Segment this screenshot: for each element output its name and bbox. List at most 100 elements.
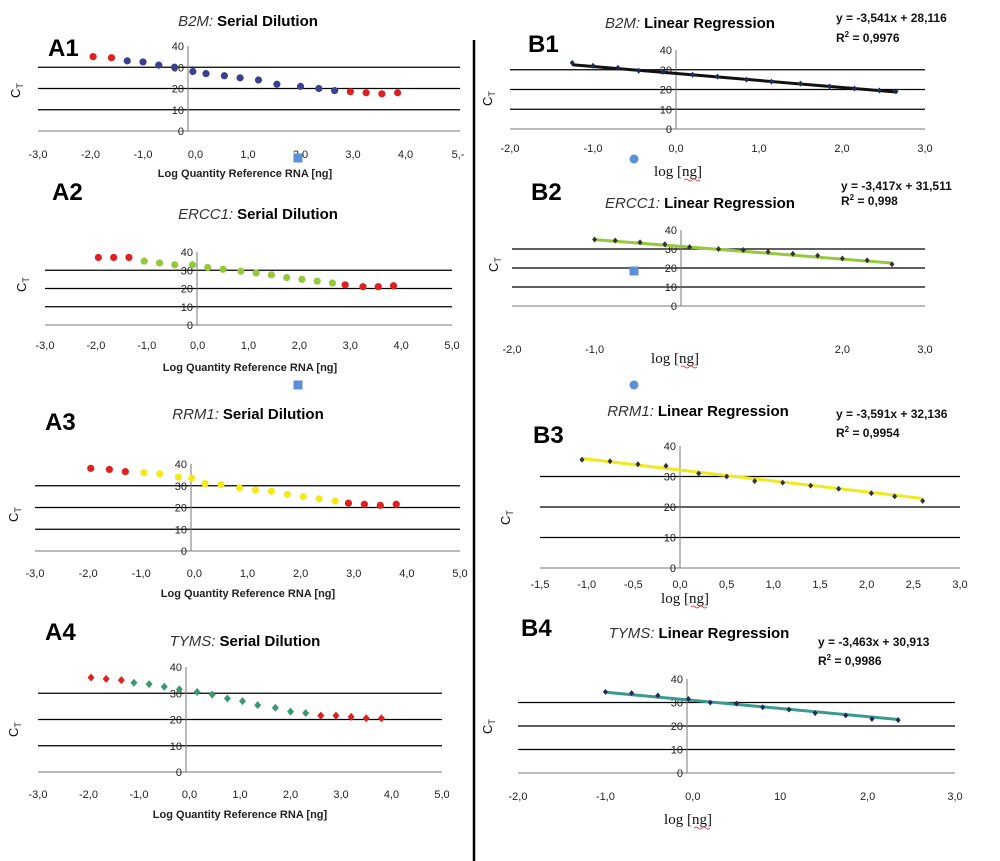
x-tick-label: -2,0 [503, 344, 522, 356]
data-point [267, 487, 276, 495]
y-tick-label: 10 [671, 745, 683, 757]
x-tick-label: -1,0 [577, 579, 596, 591]
regression-equation: y = -3,541x + 28,116 [836, 11, 947, 25]
x-tick-label: 5,- [452, 149, 465, 161]
data-point [815, 252, 821, 259]
data-point [252, 269, 260, 277]
data-point [223, 694, 231, 703]
y-tick-label: 20 [671, 721, 683, 733]
title-gene: B2M: [605, 15, 640, 32]
data-point [331, 497, 339, 505]
data-point [174, 473, 183, 481]
data-point [760, 704, 766, 711]
data-point [786, 706, 792, 713]
x-axis-label: log [ng] [651, 351, 699, 367]
x-tick-label: -1,0 [132, 568, 151, 580]
data-point [299, 493, 307, 501]
title-gene: RRM1: [607, 403, 654, 420]
r-squared: R2 = 0,9976 [836, 30, 900, 45]
data-point [376, 501, 384, 509]
x-tick-label: 5,0 [452, 568, 467, 580]
data-point [359, 283, 367, 291]
x-tick-label: 3,0 [917, 344, 932, 356]
data-point [569, 59, 575, 66]
x-axis-label: Log Quantity Reference RNA [ng] [153, 809, 328, 821]
data-point [239, 697, 247, 706]
x-axis-label: log [ng] [654, 164, 702, 180]
data-point [110, 253, 118, 262]
data-point [687, 244, 693, 251]
stray-marks-layer [293, 153, 639, 390]
data-point [378, 90, 386, 98]
data-point [607, 458, 613, 465]
title-method: Linear Regression [658, 625, 789, 642]
y-axis-label-sub: T [487, 719, 497, 725]
chart-title: ERCC1: Linear Regression [605, 195, 795, 212]
data-point [175, 685, 183, 694]
spellcheck-underline [690, 605, 708, 609]
stray-square-marker [629, 266, 639, 276]
x-tick-label: 2,0 [835, 344, 850, 356]
regression-equation: y = -3,591x + 32,136 [836, 407, 948, 421]
title-gene: ERCC1: [605, 195, 660, 212]
data-point [201, 479, 209, 488]
x-tick-label: -2,0 [509, 791, 528, 803]
x-tick-label: -1,0 [585, 344, 604, 356]
y-axis-label: CT [498, 510, 515, 525]
data-point [193, 687, 201, 696]
x-tick-label: -2,0 [79, 789, 98, 801]
y-tick-label: 20 [664, 502, 676, 514]
chart-title: B2M: Serial Dilution [178, 13, 318, 30]
r-squared-label: R [841, 194, 850, 208]
data-point [341, 281, 349, 289]
data-point [876, 87, 882, 94]
x-tick-label: 2,0 [860, 791, 875, 803]
title-method: Linear Regression [644, 15, 775, 32]
y-tick-label: 30 [181, 265, 193, 277]
data-point [123, 57, 131, 65]
y-tick-label: 40 [665, 225, 677, 237]
x-tick-label: 0,0 [190, 340, 205, 352]
x-tick-label: 3,0 [952, 579, 967, 591]
data-point [655, 692, 661, 699]
data-point [663, 462, 669, 469]
x-tick-label: 3,0 [343, 340, 358, 352]
y-tick-label: 0 [677, 768, 683, 780]
data-point [851, 85, 857, 92]
r-squared-label: R [836, 31, 845, 45]
data-point [287, 707, 294, 716]
data-point [790, 250, 796, 257]
y-tick-label: 10 [170, 741, 182, 753]
y-axis-label-sub: T [15, 83, 25, 89]
data-point [362, 89, 370, 97]
data-point [160, 682, 168, 691]
y-axis-label-main: C [498, 516, 513, 525]
data-point [331, 87, 339, 95]
y-tick-label: 10 [172, 105, 184, 117]
y-axis-label-sub: T [13, 722, 23, 728]
data-point [377, 714, 385, 723]
y-tick-label: 20 [172, 84, 184, 96]
data-point [170, 63, 179, 71]
panel-label: B3 [533, 422, 564, 449]
data-point [140, 257, 148, 265]
x-tick-label: -2,0 [81, 149, 100, 161]
r-squared-label: R [836, 426, 845, 440]
chart-title: ERCC1: Serial Dilution [178, 206, 338, 223]
r-squared-sup: 2 [827, 653, 832, 662]
y-tick-label: 0 [671, 301, 677, 313]
data-point [130, 678, 138, 687]
data-point [117, 676, 125, 685]
y-tick-label: 30 [660, 65, 672, 77]
title-gene: TYMS: [609, 625, 655, 642]
data-point [765, 248, 771, 255]
r-squared: R2 = 0,998 [841, 193, 898, 208]
data-point [315, 84, 323, 93]
stray-square-marker [293, 380, 303, 390]
y-tick-label: 0 [187, 320, 193, 332]
panel-label: A4 [45, 619, 76, 646]
x-tick-label: 2,0 [859, 579, 874, 591]
data-point [602, 688, 608, 695]
